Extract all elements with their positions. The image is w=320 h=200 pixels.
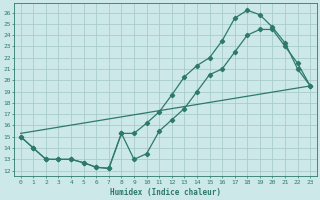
X-axis label: Humidex (Indice chaleur): Humidex (Indice chaleur): [110, 188, 221, 197]
